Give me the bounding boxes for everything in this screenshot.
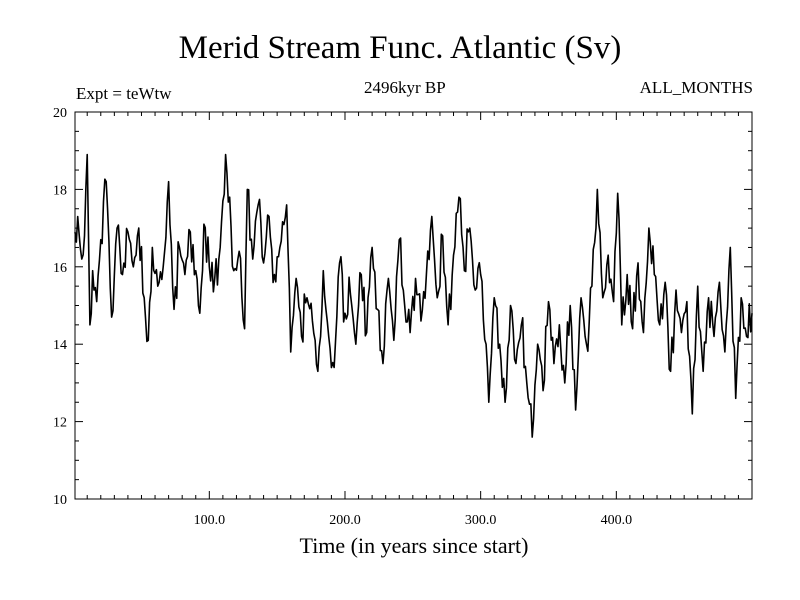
y-tick-label: 12 [53,416,67,431]
axis-tick-labels: 10 12 14 16 18 20 100.0 200.0 300.0 400.0 [53,106,632,528]
months-label: ALL_MONTHS [639,78,753,97]
axis-ticks [75,111,753,500]
series-line [74,153,753,438]
x-axis-label: Time (in years since start) [299,533,529,558]
x-tick-label: 100.0 [194,513,226,528]
chart-title: Merid Stream Func. Atlantic (Sv) [178,30,622,66]
chart-subtitle: 2496kyr BP [364,78,446,97]
y-tick-label: 14 [53,338,67,353]
y-tick-label: 16 [53,261,67,276]
x-tick-label: 200.0 [329,513,361,528]
x-tick-label: 400.0 [601,513,633,528]
x-tick-label: 300.0 [465,513,497,528]
experiment-label: Expt = teWtw [76,84,172,103]
y-tick-label: 10 [53,493,67,508]
y-tick-label: 20 [53,106,67,121]
y-tick-label: 18 [53,183,67,198]
